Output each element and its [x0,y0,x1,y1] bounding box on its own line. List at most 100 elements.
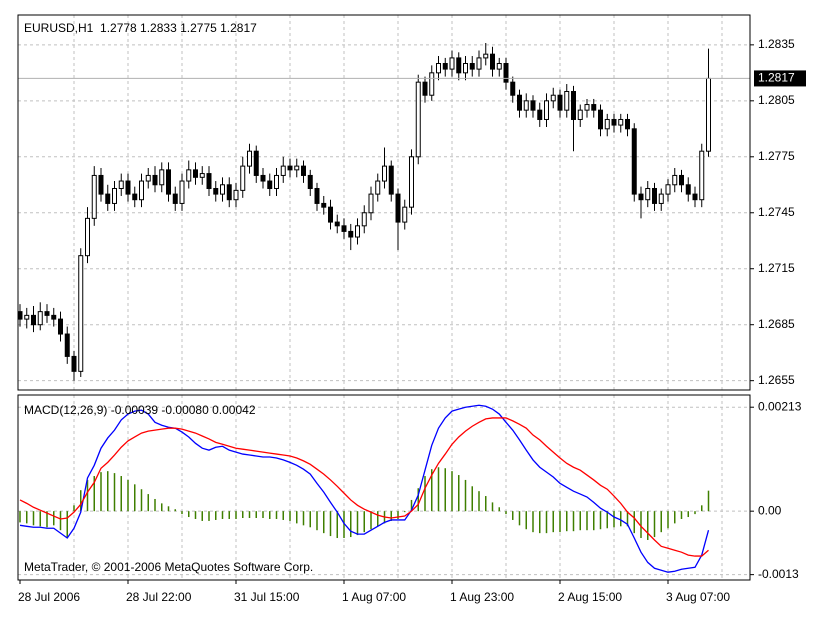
candle-body [226,184,232,201]
candle-body [64,333,70,357]
candle-body [51,314,57,320]
candle-body [402,206,408,223]
candle-body [638,193,644,201]
candle-body [679,174,684,186]
candle-body [31,314,36,326]
candle-body [409,156,414,208]
candle-body [436,63,441,74]
candle-body [382,165,387,182]
candle-body [415,81,421,158]
candle-body [274,174,279,190]
candle-body [233,189,239,201]
y-tick-label: 1.2655 [758,373,795,387]
candle-body [429,72,435,96]
indicator-line [19,404,710,573]
candle-body [186,169,192,182]
candle-body [132,193,138,201]
candle-body [105,193,111,204]
x-tick-label: 28 Jul 2006 [18,590,80,604]
candle-body [71,355,77,372]
candle-body [530,100,536,111]
x-tick-label: 2 Aug 15:00 [558,590,622,604]
candle-body [510,81,516,96]
candle-body [685,184,691,195]
candle-body [571,90,576,120]
candle-body [699,150,705,201]
candle-body [449,57,455,70]
candle-body [395,193,401,223]
candle-body [672,174,678,186]
candle-body [145,174,151,182]
candle-body [517,94,522,111]
candle-body [375,180,381,195]
candle-body [645,188,651,201]
plot-layer [17,15,754,580]
candle-body [348,230,354,238]
indicator-line [19,417,709,557]
candle-body [456,57,462,74]
candle-body [37,311,43,326]
candle-body [112,188,117,204]
candle-body [544,100,549,120]
candle-body [537,109,543,120]
candle-body [267,180,273,190]
candle-body [706,77,711,152]
candle-body [24,314,30,320]
candle-body [220,184,225,195]
candle-body [17,311,23,320]
candle-body [253,150,259,176]
candle-body [361,212,367,227]
candle-body [139,180,144,201]
y-tick-label: 1.2835 [758,37,795,51]
candle-body [213,188,219,195]
candle-body [469,63,475,70]
x-tick-label: 3 Aug 07:00 [666,590,730,604]
candle-body [625,118,630,130]
macd-panel-frame [17,394,751,581]
candle-body [496,63,502,70]
candle-body [307,174,313,190]
y-tick-label: -0.0013 [758,567,799,581]
candle-body [98,174,104,195]
candle-body [152,174,158,186]
candle-body [442,63,448,70]
candle-body [193,169,198,178]
price-title: EURUSD,H1 1.2778 1.2833 1.2775 1.2817 [24,21,257,35]
candle-body [247,150,252,167]
candle-body [287,165,293,171]
candle-body [58,318,63,335]
y-tick-label: 1.2805 [758,93,795,107]
y-tick-label: 0.00 [758,503,782,517]
candle-body [631,128,637,195]
y-tick-label: 0.00213 [758,399,802,413]
candle-body [294,165,300,171]
copyright: MetaTrader, © 2001-2006 MetaQuotes Softw… [24,560,313,574]
candle-body [321,202,327,208]
y-tick-label: 1.2685 [758,317,795,331]
y-tick-label: 1.2715 [758,261,795,275]
candle-body [388,165,394,195]
candle-body [118,180,124,190]
last-price-label: 1.2817 [758,71,795,85]
candle-body [328,206,333,223]
candle-body [658,193,664,204]
candle-body [692,193,698,201]
candle-body [314,188,320,204]
macd-title: MACD(12,26,9) -0.00039 -0.00080 0.00042 [24,403,256,417]
candle-body [44,311,50,316]
x-tick-label: 1 Aug 07:00 [342,590,406,604]
candle-body [564,90,570,111]
candle-body [598,109,603,130]
candle-body [334,221,340,227]
price-panel-frame [17,14,751,391]
candle-body [125,180,131,195]
candle-body [355,225,360,238]
candle-body [604,118,610,130]
candle-body [240,165,246,191]
candle-body [577,109,583,120]
last-price-box [754,70,806,87]
candle-body [652,188,657,204]
candle-body [523,100,529,111]
